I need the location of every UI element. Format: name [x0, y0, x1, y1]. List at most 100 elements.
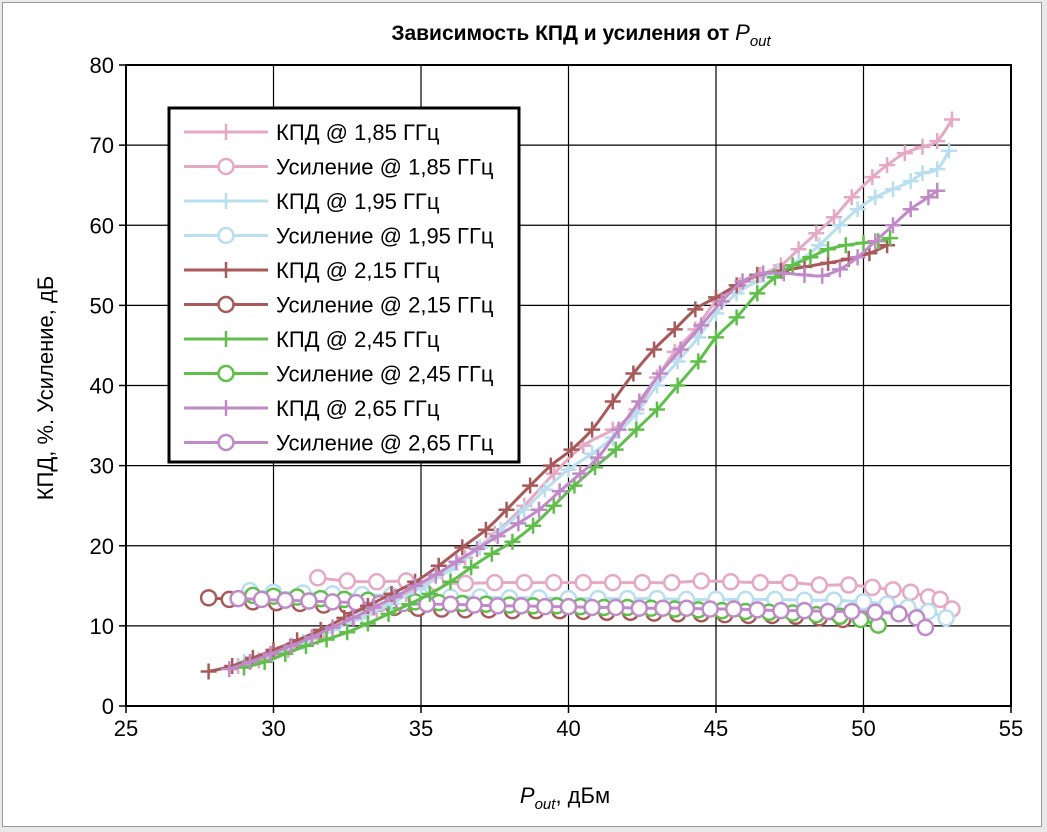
legend-label: Усиление @ 1,95 ГГц: [276, 224, 494, 249]
data-point-circle-marker: [840, 576, 858, 594]
data-point-plus-marker: [820, 254, 837, 271]
data-point-circle-marker: [515, 573, 533, 592]
data-point-circle-marker: [916, 618, 935, 637]
data-point-plus-marker: [941, 142, 958, 159]
data-point-plus-marker: [516, 501, 533, 518]
data-point-plus-marker: [584, 421, 601, 438]
data-point-circle-marker: [937, 609, 955, 627]
data-point-plus-marker: [427, 566, 444, 583]
y-tick-label: 0: [102, 694, 114, 719]
data-point-circle-marker: [772, 601, 790, 620]
data-point-circle-marker: [633, 573, 651, 592]
data-point-plus-marker: [386, 589, 403, 606]
data-point-plus-marker: [944, 111, 960, 128]
data-point-plus-marker: [808, 225, 825, 242]
legend-swatch-plus-marker: [218, 124, 234, 140]
data-point-plus-marker: [929, 161, 946, 178]
data-point-plus-marker: [929, 133, 946, 150]
y-tick-label: 50: [90, 293, 114, 318]
data-point-circle-marker: [842, 602, 861, 621]
legend-label: КПД @ 1,85 ГГц: [276, 120, 440, 145]
data-point-circle-marker: [890, 605, 908, 623]
data-point-plus-marker: [826, 209, 842, 226]
data-point-circle-marker: [854, 593, 873, 611]
data-point-plus-marker: [625, 365, 642, 382]
data-point-plus-marker: [610, 421, 627, 438]
data-point-plus-marker: [672, 341, 689, 358]
data-point-circle-marker: [692, 572, 710, 590]
legend-swatch-circle-marker: [217, 226, 235, 245]
data-point-plus-marker: [929, 182, 946, 199]
legend: КПД @ 1,85 ГГц Усиление @ 1,85 ГГц КПД @ 1…: [167, 106, 521, 464]
data-point-plus-marker: [690, 353, 707, 370]
data-point-plus-marker: [784, 257, 801, 274]
data-point-circle-marker: [810, 576, 828, 594]
data-point-plus-marker: [749, 285, 766, 302]
data-point-plus-marker: [811, 237, 828, 254]
series-8: [221, 182, 946, 678]
data-point-plus-marker: [536, 481, 553, 498]
data-point-circle-marker: [347, 593, 365, 612]
data-point-plus-marker: [421, 585, 438, 602]
legend-swatch-plus-marker: [218, 400, 234, 416]
data-point-plus-marker: [734, 273, 751, 290]
data-point-plus-marker: [483, 545, 500, 562]
x-tick-label: 50: [851, 716, 875, 741]
data-point-plus-marker: [563, 441, 580, 458]
data-point-plus-marker: [510, 515, 527, 532]
legend-entry-3: Усиление @ 1,95 ГГц: [184, 224, 494, 249]
legend-swatch-plus-marker: [218, 262, 234, 278]
data-point-circle-marker: [368, 573, 386, 591]
data-point-circle-marker: [456, 574, 474, 593]
data-point-plus-marker: [669, 353, 686, 370]
data-point-circle-marker: [252, 590, 271, 609]
data-point-plus-marker: [831, 217, 848, 234]
data-point-circle-marker: [654, 599, 672, 617]
data-point-plus-marker: [339, 624, 356, 641]
data-point-circle-marker: [323, 593, 342, 611]
data-point-circle-marker: [199, 589, 218, 607]
data-point-circle-marker: [583, 598, 601, 617]
data-point-plus-marker: [867, 233, 884, 250]
legend-entry-7: Усиление @ 2,45 ГГц: [184, 362, 494, 387]
data-point-plus-marker: [885, 217, 901, 234]
data-point-circle-marker: [819, 602, 837, 621]
data-point-plus-marker: [855, 234, 872, 251]
data-point-circle-marker: [338, 572, 356, 590]
data-point-plus-marker: [324, 619, 341, 636]
data-point-plus-marker: [831, 261, 848, 278]
data-point-plus-marker: [902, 201, 919, 218]
x-tick-label: 40: [556, 716, 580, 741]
legend-swatch-plus-marker: [218, 193, 234, 209]
data-point-plus-marker: [365, 599, 382, 616]
data-point-plus-marker: [687, 301, 704, 318]
legend-entry-8: КПД @ 2,65 ГГц: [184, 396, 440, 421]
y-tick-label: 30: [90, 454, 114, 479]
data-point-circle-marker: [677, 599, 696, 617]
data-point-plus-marker: [303, 629, 320, 646]
data-point-plus-marker: [690, 329, 707, 346]
data-point-plus-marker: [649, 401, 665, 418]
data-point-circle-marker: [751, 573, 769, 592]
data-point-plus-marker: [708, 329, 724, 346]
data-point-circle-marker: [630, 599, 649, 617]
x-axis-label: Pout, дБм: [520, 783, 610, 813]
legend-swatch-circle-marker: [217, 157, 235, 176]
y-axis-label: КПД, %. Усиление, дБ: [33, 276, 58, 501]
x-tick-label: 25: [114, 716, 138, 741]
data-point-plus-marker: [448, 553, 465, 570]
data-point-circle-marker: [465, 596, 483, 614]
data-point-plus-marker: [651, 365, 668, 382]
data-point-plus-marker: [693, 317, 710, 334]
legend-label: Усиление @ 2,65 ГГц: [276, 431, 494, 456]
data-point-plus-marker: [837, 237, 854, 254]
data-point-plus-marker: [498, 501, 515, 518]
data-point-plus-marker: [463, 559, 480, 576]
data-point-plus-marker: [755, 265, 772, 282]
data-point-plus-marker: [885, 181, 901, 198]
data-point-plus-marker: [407, 577, 424, 594]
data-point-plus-marker: [542, 457, 559, 474]
data-point-plus-marker: [200, 663, 217, 680]
data-point-plus-marker: [646, 341, 663, 358]
